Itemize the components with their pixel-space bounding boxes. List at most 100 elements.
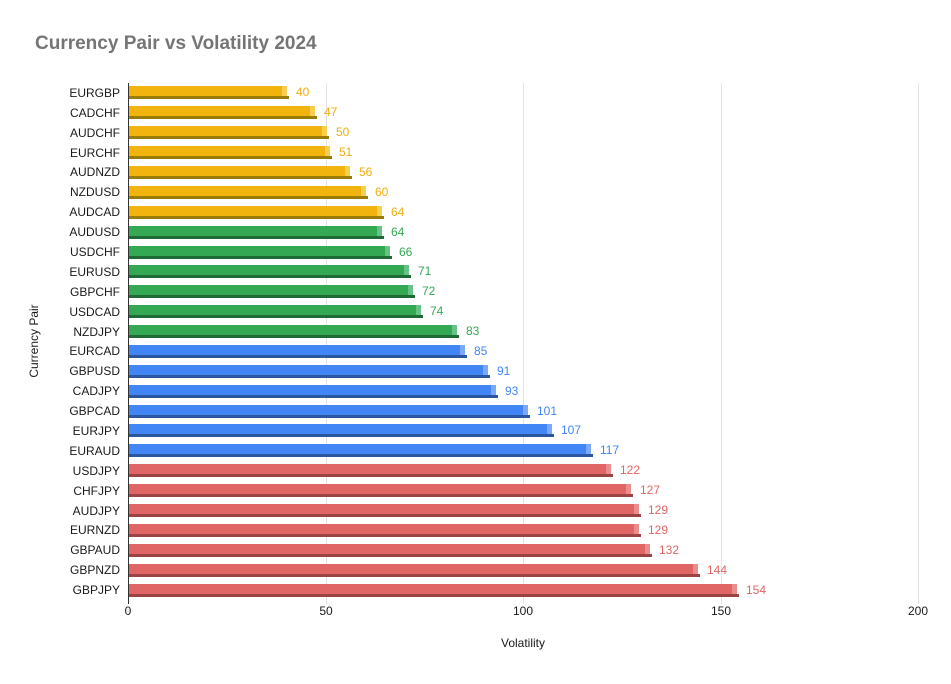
bar-end-cap <box>547 424 552 434</box>
bar-nzdjpy <box>129 325 459 338</box>
category-label: AUDUSD <box>69 225 120 239</box>
bar-value-label: 83 <box>466 324 480 338</box>
bar-value-label: 122 <box>620 463 641 477</box>
bar-nzdusd <box>129 186 368 199</box>
x-axis-title: Volatility <box>500 636 546 650</box>
bar-end-cap <box>460 345 465 355</box>
category-label: EURJPY <box>72 424 120 438</box>
bar-shadow <box>129 594 739 597</box>
bar-shadow <box>129 375 490 378</box>
bar-eurjpy <box>129 424 554 437</box>
bar-shadow <box>129 534 641 537</box>
bar-value-label: 51 <box>339 145 353 159</box>
bar-end-cap <box>523 405 528 415</box>
category-label: GBPCHF <box>69 285 120 299</box>
bar-end-cap <box>586 444 591 454</box>
category-label: GBPUSD <box>69 364 120 378</box>
bar-end-cap <box>452 325 457 335</box>
bar-shadow <box>129 395 498 398</box>
bar-gbpnzd <box>129 564 700 577</box>
category-label: CHFJPY <box>73 484 120 498</box>
bar-end-cap <box>385 246 390 256</box>
gridline <box>523 83 524 604</box>
bar-audjpy <box>129 504 641 517</box>
bar-value-label: 129 <box>648 523 669 537</box>
bar-cadchf <box>129 106 317 119</box>
category-label: AUDCHF <box>70 126 120 140</box>
bar-euraud <box>129 444 593 457</box>
bar-shadow <box>129 315 423 318</box>
bar-gbpaud <box>129 544 652 557</box>
bar-gbpusd <box>129 365 490 378</box>
bar-usdjpy <box>129 464 613 477</box>
bar-shadow <box>129 116 317 119</box>
bar-gbpjpy <box>129 584 739 597</box>
bar-end-cap <box>483 365 488 375</box>
bar-value-label: 117 <box>600 443 620 457</box>
bar-shadow <box>129 494 633 497</box>
gridline <box>721 83 722 604</box>
x-axis-tick-labels: 0 50 100 150 200 <box>0 604 951 620</box>
bar-shadow <box>129 574 700 577</box>
category-label: EURNZD <box>70 523 120 537</box>
bar-shadow <box>129 415 530 418</box>
bar-audusd <box>129 226 384 239</box>
bar-shadow <box>129 355 467 358</box>
bar-eurnzd <box>129 524 641 537</box>
category-label: EURGBP <box>69 86 120 100</box>
bar-end-cap <box>404 265 409 275</box>
bar-value-label: 74 <box>430 304 444 318</box>
bar-value-label: 127 <box>640 483 661 497</box>
x-tick-label: 0 <box>124 604 132 618</box>
bar-end-cap <box>645 544 650 554</box>
bar-value-label: 72 <box>422 284 436 298</box>
bar-value-label: 64 <box>391 225 405 239</box>
bar-value-label: 154 <box>746 583 767 597</box>
bar-end-cap <box>693 564 698 574</box>
bar-eurchf <box>129 146 332 159</box>
category-label: USDCHF <box>70 245 120 259</box>
bar-eurgbp <box>129 86 289 99</box>
bar-shadow <box>129 295 415 298</box>
bar-value-label: 64 <box>391 205 405 219</box>
bar-value-label: 56 <box>359 165 373 179</box>
bar-end-cap <box>322 126 327 136</box>
bar-value-label: 66 <box>399 245 413 259</box>
bar-gbpcad <box>129 405 530 418</box>
category-label: GBPNZD <box>69 563 120 577</box>
y-axis-category-labels: EURGBP CADCHF AUDCHF EURCHF AUDNZD NZDUSD AUDC… <box>0 83 120 600</box>
bar-value-label: 40 <box>296 85 310 99</box>
category-label: GBPAUD <box>70 543 120 557</box>
bar-end-cap <box>408 285 413 295</box>
bar-value-label: 50 <box>336 125 350 139</box>
bar-eurcad <box>129 345 467 358</box>
bar-shadow <box>129 474 613 477</box>
bar-usdcad <box>129 305 423 318</box>
bar-end-cap <box>361 186 366 196</box>
bar-end-cap <box>626 484 631 494</box>
bar-shadow <box>129 136 329 139</box>
bar-shadow <box>129 96 289 99</box>
bar-value-label: 107 <box>561 423 582 437</box>
bar-end-cap <box>416 305 421 315</box>
bar-shadow <box>129 434 554 437</box>
bar-value-label: 71 <box>418 264 432 278</box>
bar-value-label: 93 <box>505 384 519 398</box>
bar-value-label: 144 <box>707 563 728 577</box>
bar-value-label: 60 <box>375 185 389 199</box>
category-label: AUDJPY <box>72 504 120 518</box>
category-label: EURCHF <box>70 146 120 160</box>
bar-shadow <box>129 216 384 219</box>
bar-value-label: 129 <box>648 503 669 517</box>
category-label: EURCAD <box>69 344 120 358</box>
category-label: AUDCAD <box>69 205 120 219</box>
gridline <box>918 83 919 604</box>
bar-eurusd <box>129 265 411 278</box>
bar-shadow <box>129 176 352 179</box>
category-label: CADCHF <box>70 106 120 120</box>
bar-end-cap <box>634 504 639 514</box>
bar-shadow <box>129 275 411 278</box>
category-label: USDJPY <box>72 464 120 478</box>
category-label: EURAUD <box>69 444 120 458</box>
